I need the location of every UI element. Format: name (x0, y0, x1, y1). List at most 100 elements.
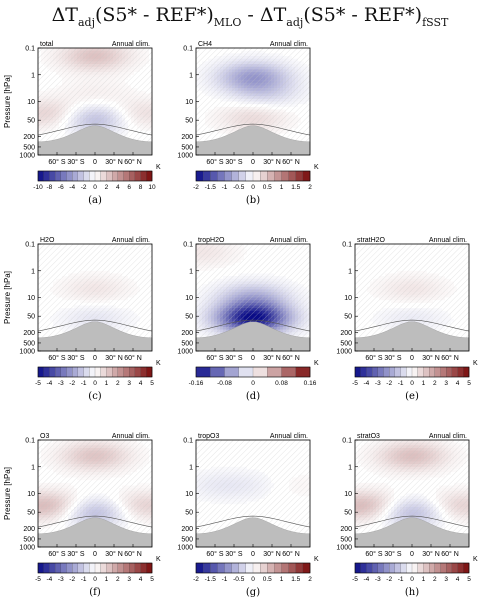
colorbar-segment (72, 366, 79, 378)
colorbar-segment (245, 170, 254, 182)
x-tick-label: 0 (93, 355, 97, 362)
colorbar-segment (43, 366, 50, 378)
y-tick-label: 1000 (177, 153, 193, 160)
colorbar-tick-label: 2 (116, 380, 120, 387)
land-mask (37, 125, 153, 156)
colorbar-segment (123, 366, 130, 378)
colorbar-segment (77, 366, 84, 378)
colorbar-segment (83, 170, 90, 182)
colorbar-tick-label: 1 (280, 184, 284, 191)
colorbar-segment (72, 170, 79, 182)
colorbar-segment (89, 366, 96, 378)
colorbar-tick-label: -6 (58, 184, 64, 191)
y-tick-label: 10 (27, 295, 35, 302)
colorbar-segment (134, 170, 141, 182)
colorbar-tick-label: 8 (139, 184, 143, 191)
panel-caption: (c) (88, 391, 102, 402)
y-tick-label: 50 (27, 314, 35, 321)
colorbar-segment (129, 170, 136, 182)
colorbar-segment (49, 366, 56, 378)
colorbar-tick-label: 0 (251, 184, 255, 191)
colorbar-segment (49, 170, 56, 182)
x-tick-label: 30° S (225, 158, 243, 166)
colorbar-segment (100, 366, 107, 378)
colorbar-segment (231, 170, 240, 182)
y-tick-label: 50 (27, 118, 35, 125)
colorbar-segment (106, 170, 113, 182)
colorbar-segment (54, 170, 62, 182)
colorbar-segment (117, 366, 124, 378)
x-tick-label: 30° N (105, 354, 123, 362)
colorbar-tick-label: -2 (81, 184, 87, 191)
colorbar-tick-label: 0 (93, 184, 97, 191)
y-axis-label: Pressure [hPa] (3, 271, 12, 324)
colorbar-unit: K (156, 164, 161, 171)
colorbar-segment (111, 366, 119, 378)
colorbar-tick-label: 5 (150, 380, 154, 387)
colorbar-segment (43, 170, 50, 182)
colorbar-tick-label: 0 (93, 380, 97, 387)
chart-panel-tropH2O: tropH2O Annual clim.0.111050200500100060°… (177, 237, 319, 402)
title-sub: adj (286, 15, 304, 29)
colorbar-tick-label: 0.5 (263, 184, 272, 191)
colorbar-segment (295, 170, 304, 182)
colorbar-segment (224, 170, 232, 182)
title-sub: adj (77, 15, 95, 29)
colorbar-frame (37, 170, 153, 182)
colorbar-tick-label: -4 (47, 380, 53, 387)
colorbar-tick-label: 2 (105, 184, 109, 191)
y-tick-label: 200 (181, 134, 193, 141)
colorbar-segment (274, 170, 282, 182)
title-sub: fSST (422, 15, 449, 29)
colorbar-tick-label: 4 (116, 184, 120, 191)
colorbar-segment (100, 170, 107, 182)
colorbar-segment (106, 366, 113, 378)
panel-caption: (b) (246, 195, 260, 206)
colorbar-tick-label: 6 (127, 184, 131, 191)
y-tick-label: 500 (23, 340, 35, 347)
colorbar-tick-label: -3 (58, 380, 64, 387)
y-tick-label: 10 (185, 99, 193, 106)
colorbar-segment (60, 170, 67, 182)
colorbar-tick-label: 10 (148, 184, 156, 191)
y-tick-label: 500 (23, 144, 35, 151)
colorbar-tick-label: 1 (105, 380, 109, 387)
y-tick-label: 0.1 (25, 46, 35, 53)
title-sub: MLO (213, 15, 242, 29)
colorbar-segment (146, 366, 153, 378)
colorbar-segment (210, 170, 218, 182)
colorbar-tick-label: -8 (47, 184, 53, 191)
x-tick-label: 0 (251, 159, 255, 166)
colorbar-segment (203, 170, 211, 182)
x-tick-label: 60° S (48, 158, 66, 166)
colorbar-segment (37, 366, 45, 378)
colorbar-tick-label: -2 (193, 184, 199, 191)
x-tick-label: 60° S (48, 354, 66, 362)
colorbar-tick-label: -10 (33, 184, 43, 191)
y-tick-label: 1 (31, 72, 35, 79)
colorbar-segment (89, 170, 96, 182)
colorbar-tick-label: -1.5 (205, 184, 217, 191)
colorbar-segment (134, 366, 141, 378)
colorbar-segment (111, 170, 119, 182)
colorbar-segment (267, 170, 275, 182)
figure-title: ΔTadj(S5* - REF*)MLO - ΔTadj(S5* - REF*)… (0, 4, 500, 29)
colorbar-segment (217, 170, 225, 182)
panel-label: H2O (40, 237, 55, 244)
y-tick-label: 1 (189, 72, 193, 79)
colorbar-segment (140, 170, 147, 182)
y-axis-label: Pressure [hPa] (3, 75, 12, 128)
colorbar-tick-label: -2 (69, 380, 75, 387)
panel-season: Annual clim. (270, 41, 308, 48)
colorbar-tick-label: -5 (35, 380, 41, 387)
x-tick-label: 60° S (206, 158, 224, 166)
colorbar-segment (83, 366, 90, 378)
x-tick-label: 60° N (124, 158, 142, 166)
y-tick-label: 0.1 (25, 242, 35, 249)
y-tick-label: 500 (181, 144, 193, 151)
colorbar-segment (94, 366, 102, 378)
colorbar-segment (260, 170, 268, 182)
colorbar-segment (117, 170, 124, 182)
colorbar-tick-label: 3 (127, 380, 131, 387)
